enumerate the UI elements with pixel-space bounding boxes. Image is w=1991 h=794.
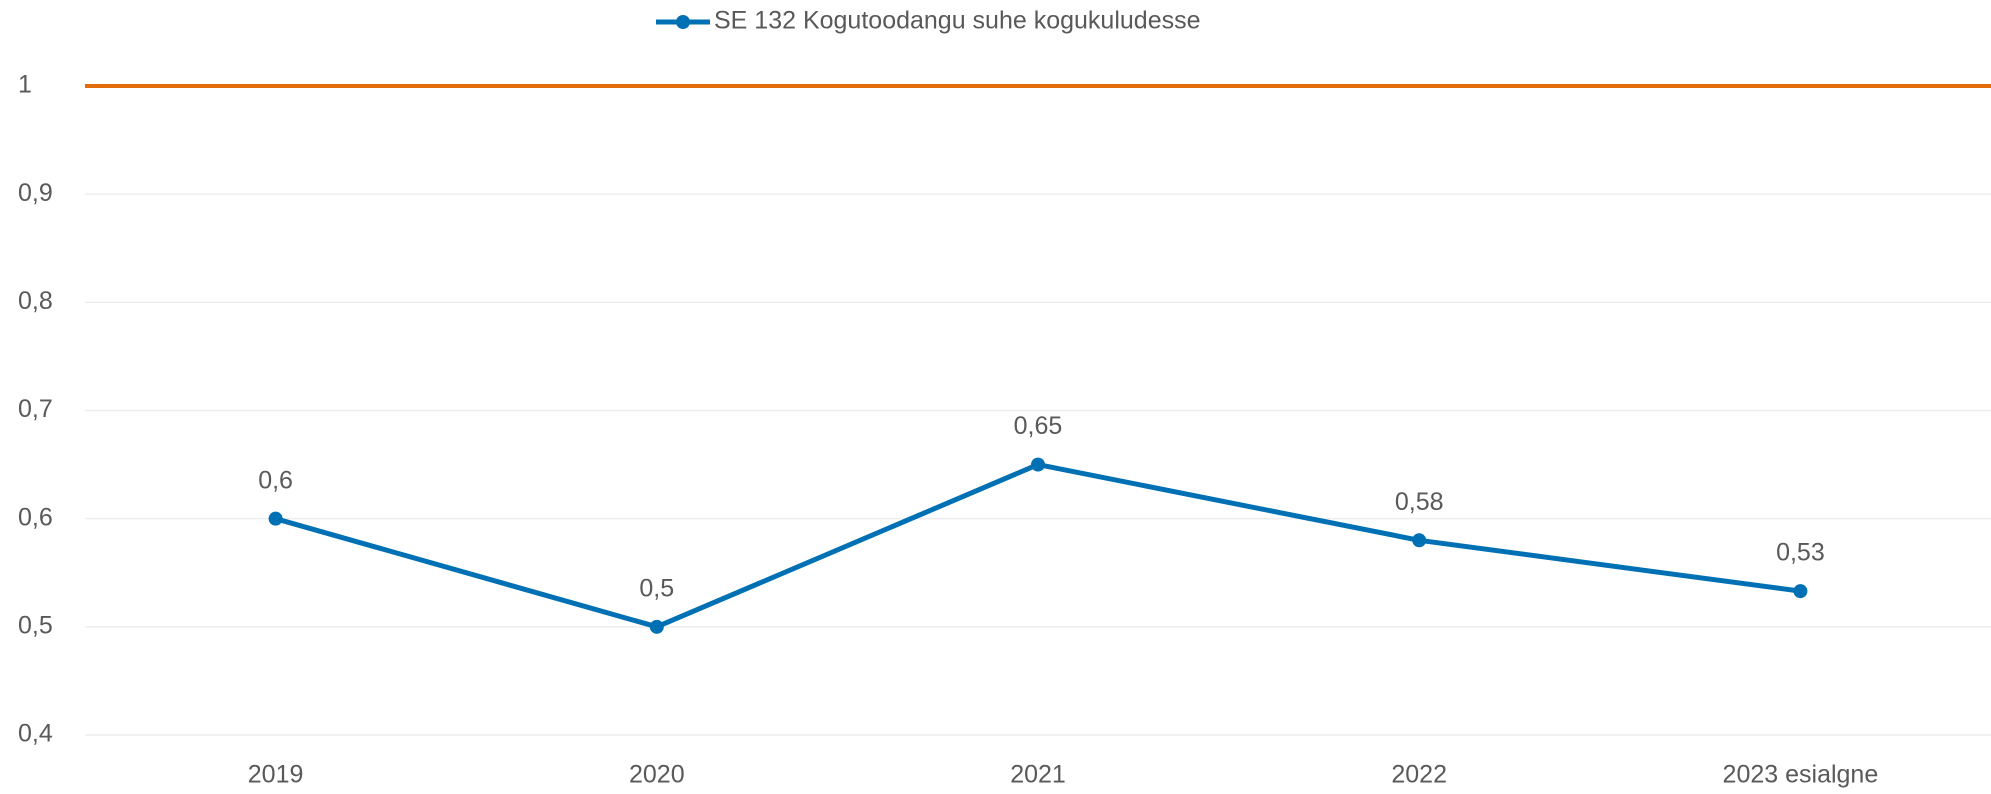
y-tick-label: 0,5	[18, 611, 53, 639]
line	[274, 462, 1801, 630]
y-tick-label: 0,7	[18, 395, 53, 423]
y-tick-label: 0,6	[18, 503, 53, 531]
point	[1412, 533, 1427, 548]
point	[1031, 457, 1045, 472]
y-tick-label: 0,8	[18, 287, 53, 315]
x-tick-label: 2019	[248, 761, 304, 789]
x-tick-label: 2023 esialgne	[1723, 761, 1879, 789]
data-label: 0,5	[639, 574, 674, 602]
data-label: 0,53	[1776, 539, 1825, 567]
legend-marker	[676, 15, 690, 29]
y-tick-label: 0,4	[18, 720, 53, 748]
x-tick-label: 2022	[1391, 761, 1447, 789]
data-label: 0,58	[1395, 488, 1444, 516]
y-tick-label: 0,9	[18, 179, 53, 207]
data-label: 0,6	[258, 466, 293, 494]
x-tick-label: 2021	[1010, 761, 1066, 789]
x-tick-label: 2020	[629, 761, 685, 789]
point	[1793, 584, 1808, 599]
y-tick-label: 1	[18, 71, 32, 99]
legend-label: SE 132 Kogutoodangu suhe kogukuludesse	[714, 7, 1201, 35]
point	[649, 619, 664, 634]
point	[268, 511, 283, 526]
data-label: 0,65	[1014, 412, 1063, 440]
